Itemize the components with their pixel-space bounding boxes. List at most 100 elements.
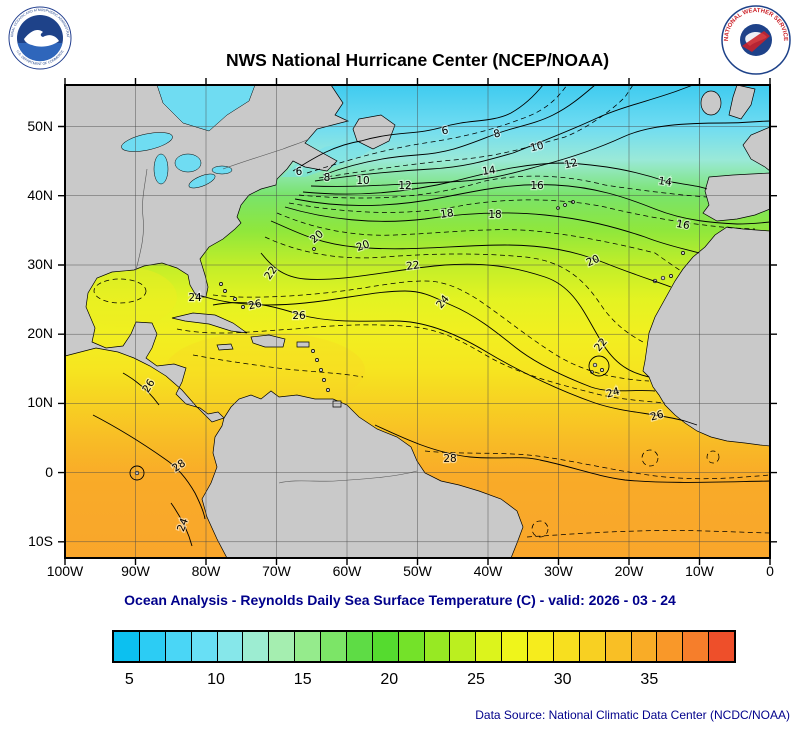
nws-logo: NATIONAL WEATHER SERVICE [720,4,792,76]
page-title: NWS National Hurricane Center (NCEP/NOAA… [225,50,610,70]
colorbar-cell [502,632,528,661]
svg-text:20: 20 [355,238,372,254]
lat-label: 10S [28,532,53,549]
svg-text:14: 14 [658,175,673,189]
isotherm-loop-galapagos [129,465,145,481]
noaa-emblem-sea [17,43,63,62]
colorbar-cell [295,632,321,661]
great-lakes [121,132,233,189]
isotherm-loop-brazil [531,520,549,538]
lon-label: 100W [46,563,84,579]
isotherm-24-pacific-line [170,502,193,547]
lat-label: 40N [27,186,53,203]
lat-label: 0 [45,463,53,480]
island-specks [134,200,685,476]
colorbar-cell [346,632,373,661]
svg-text:16: 16 [675,218,691,232]
colorbar-cell [657,632,684,661]
lon-label: 40W [473,563,503,579]
lat-lon-grid [65,85,770,558]
sst-map: 6 8 10 12 6 8 10 12 14 16 14 16 18 18 20… [27,78,777,579]
mississippi-river [135,168,148,271]
data-source-note: Data Source: National Climatic Data Cent… [475,708,790,722]
colorbar-labels: 5 10 15 20 25 30 35 [112,671,736,693]
isotherm-26-line [212,302,698,426]
isotherm-26-pacific-line [122,372,160,406]
isotherm-loop-cape-verde [588,355,610,377]
colorbar-cell [139,632,166,661]
isotherm-loop-gulf [93,278,147,304]
lat-label: 10N [27,394,53,411]
svg-text:24: 24 [175,516,191,533]
lon-label: 90W [121,563,150,579]
isotherms-dashed [93,84,771,538]
colorbar-cell [605,632,632,661]
svg-text:14: 14 [482,164,497,178]
lat-label: 30N [27,256,53,272]
colorbar-tick-label: 30 [553,671,572,688]
svg-text:6: 6 [296,166,303,178]
svg-text:12: 12 [398,180,411,192]
colorbar-cell [191,632,218,661]
puerto-rico [296,341,310,348]
isotherm-16-line [294,184,771,225]
rivers [135,138,418,484]
svg-text:24: 24 [605,385,621,400]
colorbar-cell [217,632,244,661]
colorbar-cell [476,632,503,661]
lat-label: 50N [27,117,53,134]
colorbar-cell [683,632,710,661]
svg-text:8: 8 [492,127,501,140]
colorbar-cell [709,632,734,661]
isotherm-10-line [314,84,694,182]
svg-text:10: 10 [529,140,545,155]
colorbar-cell [269,632,296,661]
lon-label: 60W [332,563,362,579]
isotherm-24-line [192,290,656,392]
lon-label: 20W [614,563,644,579]
isotherm-loop-guinea [641,449,659,467]
svg-text:12: 12 [563,157,579,172]
ireland [700,90,722,116]
isotherm-28-line [374,424,771,483]
colorbar-cell [398,632,425,661]
colorbar-tick-label: 20 [380,671,399,688]
lat-label: 20N [27,325,53,342]
colorbar-cell [114,632,140,661]
sst-overlays [73,141,381,408]
colorbar-cell [528,632,554,661]
colorbar-cell [165,632,192,661]
lon-label: 70W [262,563,291,579]
svg-text:26: 26 [649,408,665,423]
nws-band-icon [742,31,770,52]
britain [728,84,756,120]
svg-text:18: 18 [440,207,455,221]
svg-text:8: 8 [324,172,331,184]
isotherm-18-line [284,206,700,254]
africa [642,226,771,447]
colorbar-tick-label: 10 [207,671,225,688]
colorbar-cell [579,632,606,661]
noaa-logo: NATIONAL OCEANIC AND ATMOSPHERIC ADMINIS… [8,6,72,70]
lon-label: 0 [766,563,774,579]
colorbar-tick-label: 15 [293,671,312,688]
svg-text:6: 6 [441,124,450,137]
colorbar-cell [631,632,658,661]
iberia [702,172,771,222]
nws-logo-svg: NATIONAL WEATHER SERVICE [721,5,791,75]
svg-text:22: 22 [406,259,421,273]
svg-text:16: 16 [530,180,544,192]
jamaica [216,343,234,351]
colorbar [112,630,736,663]
lon-label: 10W [685,563,714,579]
colorbar-cell [424,632,451,661]
isotherm-12-line [310,120,771,187]
colorbar-tick-label: 35 [640,671,659,688]
st-lawrence-river [222,138,310,170]
svg-text:26: 26 [292,310,306,322]
isotherms-solid [92,84,771,547]
isotherm-28-pacific-line [92,414,206,520]
lon-axis: 100W 90W 80W 70W 60W 50W 40W 30W 20W 10W 0 [47,563,774,583]
trinidad [332,400,342,408]
